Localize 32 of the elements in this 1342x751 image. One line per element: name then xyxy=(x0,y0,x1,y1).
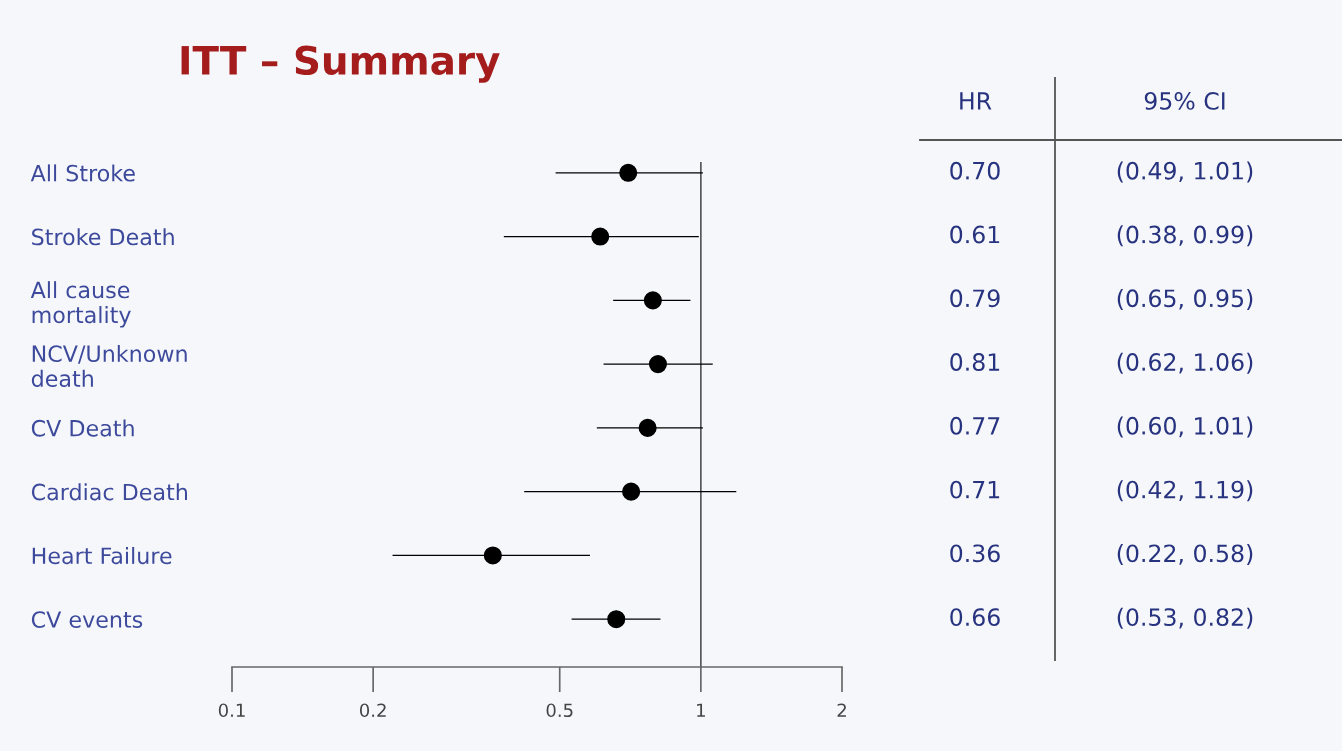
data-label: 0.77 xyxy=(950,416,1000,435)
x-tick-label: 0.5 xyxy=(546,703,573,718)
x-tick-label: 0.1 xyxy=(218,703,245,718)
data-label: 0.81 xyxy=(950,353,1000,371)
y-tick-label: All Stroke xyxy=(30,164,135,182)
y-tick-label: NCV/Unknown death xyxy=(31,344,187,388)
y-tick-label: All cause mortality xyxy=(30,281,131,328)
x-tick-label: 1 xyxy=(697,703,705,717)
text: (0.65, 0.95) xyxy=(1117,288,1253,310)
data-label: 0.61 xyxy=(950,225,1000,244)
data-label: 0.36 xyxy=(950,544,1000,563)
text: (0.22, 0.58) xyxy=(1117,544,1253,566)
text: (0.62, 1.06) xyxy=(1117,352,1253,374)
y-tick-label: Heart Failure xyxy=(32,546,172,565)
y-tick-label: CV events xyxy=(31,611,143,628)
x-tick-label: 2 xyxy=(837,703,846,717)
data-label: 0.71 xyxy=(950,480,1000,499)
y-tick-label: Stroke Death xyxy=(32,228,174,246)
data-label: 0.70 xyxy=(950,161,1000,180)
text: (0.60, 1.01) xyxy=(1117,416,1253,438)
text: (0.42, 1.19) xyxy=(1117,480,1253,502)
data-label: 0.66 xyxy=(950,608,1000,627)
y-tick-label: Cardiac Death xyxy=(31,483,187,501)
x-tick-label: 0.2 xyxy=(359,703,386,718)
chart-title: ITT – Summary xyxy=(181,45,500,83)
text: HR xyxy=(960,92,992,110)
text: (0.49, 1.01) xyxy=(1117,161,1253,183)
data-label: 0.79 xyxy=(950,289,1000,308)
text: (0.38, 0.99) xyxy=(1117,225,1253,247)
y-tick-label: CV Death xyxy=(31,419,134,437)
text: (0.53, 0.82) xyxy=(1117,607,1253,629)
text: 95% CI xyxy=(1144,91,1225,110)
